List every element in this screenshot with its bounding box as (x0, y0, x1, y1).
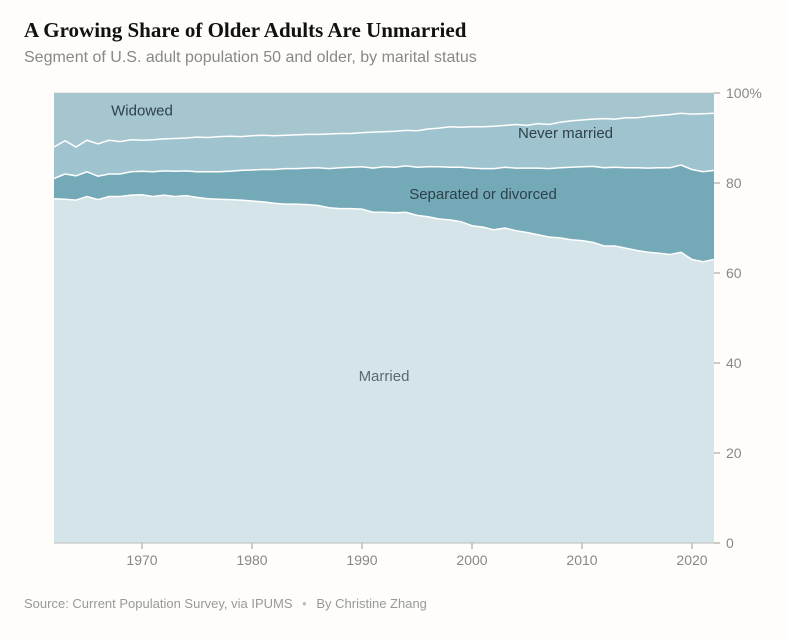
svg-text:20: 20 (726, 445, 742, 461)
chart-title: A Growing Share of Older Adults Are Unma… (24, 18, 763, 43)
chart-subtitle: Segment of U.S. adult population 50 and … (24, 49, 763, 67)
svg-text:100%: 100% (726, 85, 762, 101)
svg-text:2000: 2000 (456, 552, 487, 568)
area-chart: 0 20 40 60 80 100% 1970 1980 1990 2000 2010 2020 Mar… (24, 81, 764, 581)
svg-text:1990: 1990 (346, 552, 377, 568)
svg-text:1980: 1980 (236, 552, 267, 568)
source-text: Source: Current Population Survey, via I… (24, 596, 293, 611)
svg-text:1970: 1970 (126, 552, 157, 568)
svg-text:Never married: Never married (518, 125, 613, 142)
svg-text:Married: Married (359, 368, 410, 385)
chart-container: 0 20 40 60 80 100% 1970 1980 1990 2000 2010 2020 Mar… (24, 81, 763, 586)
svg-text:0: 0 (726, 535, 734, 551)
chart-footer: Source: Current Population Survey, via I… (24, 596, 763, 611)
footer-separator: • (302, 596, 307, 611)
svg-text:Widowed: Widowed (111, 103, 173, 120)
svg-text:2010: 2010 (566, 552, 597, 568)
svg-text:2020: 2020 (676, 552, 707, 568)
byline-text: By Christine Zhang (316, 596, 427, 611)
svg-text:Separated or divorced: Separated or divorced (409, 186, 557, 203)
svg-text:60: 60 (726, 265, 742, 281)
svg-text:80: 80 (726, 175, 742, 191)
svg-text:40: 40 (726, 355, 742, 371)
